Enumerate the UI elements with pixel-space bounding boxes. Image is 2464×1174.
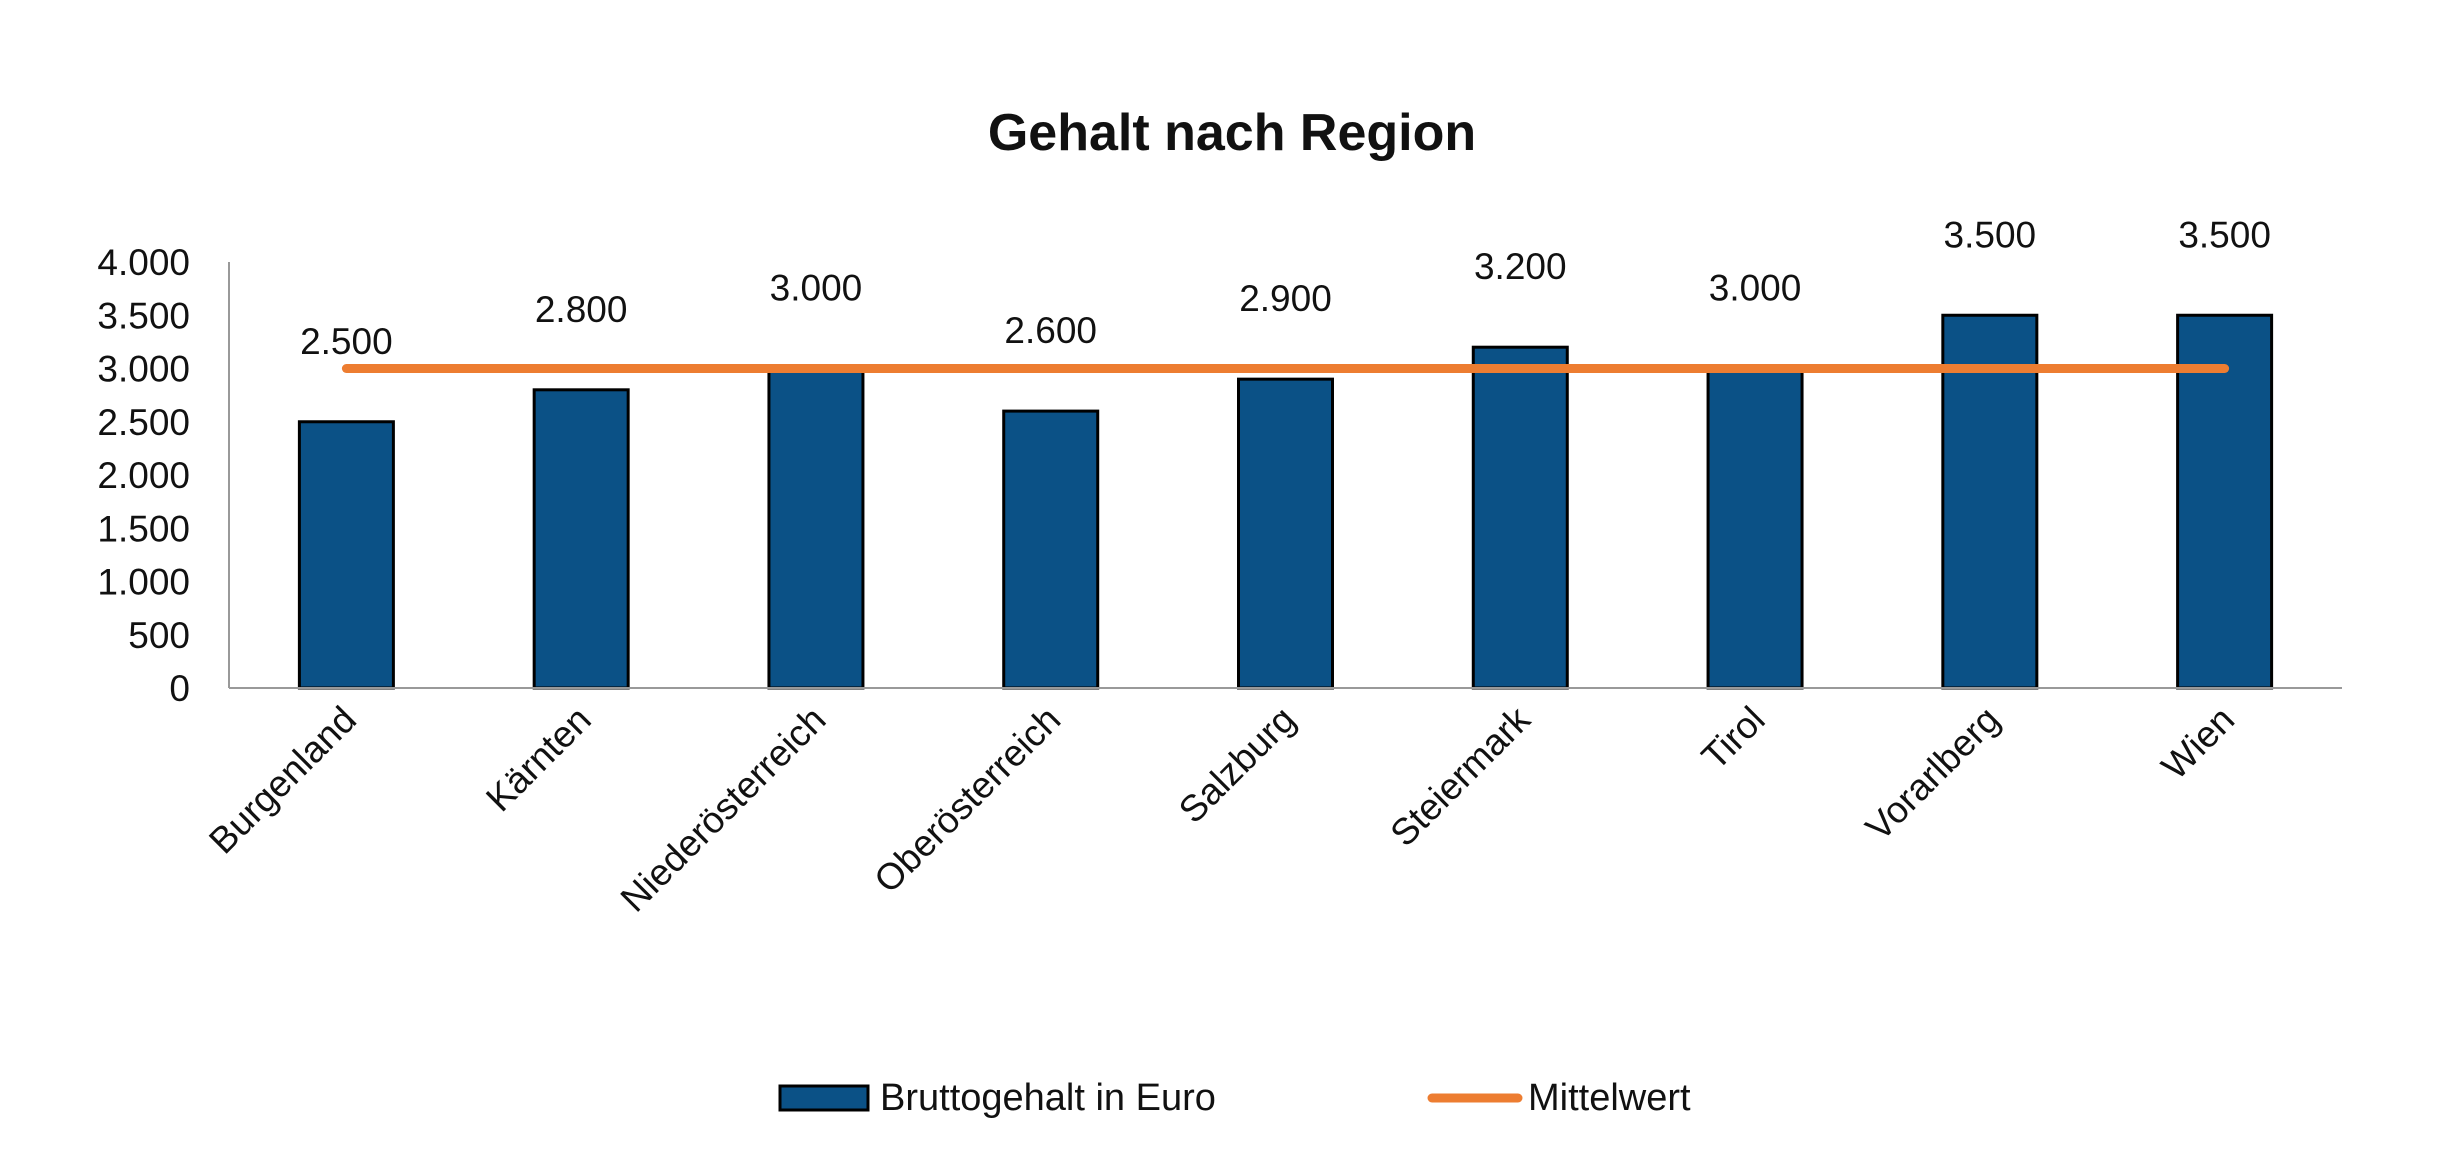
- bar: [767, 367, 865, 690]
- x-tick-label: Wien: [2154, 699, 2243, 788]
- bar: [2176, 313, 2274, 690]
- x-tick-label: Niederösterreich: [613, 699, 834, 920]
- data-label: 3.200: [1474, 246, 1567, 287]
- data-label: 3.000: [1709, 268, 1802, 309]
- bar: [1002, 409, 1100, 690]
- y-tick-label: 3.500: [97, 295, 190, 336]
- data-label: 2.500: [300, 321, 393, 362]
- data-label: 2.600: [1004, 310, 1097, 351]
- y-tick-label: 2.000: [97, 455, 190, 496]
- bar: [1237, 377, 1334, 690]
- y-tick-label: 3.000: [97, 349, 190, 390]
- data-label: 3.000: [770, 268, 863, 309]
- x-tick-label: Tirol: [1694, 699, 1773, 778]
- x-tick-label: Kärnten: [478, 699, 599, 820]
- y-tick-label: 1.500: [97, 508, 190, 549]
- x-tick-label: Oberösterreich: [866, 699, 1068, 901]
- bar: [1471, 345, 1569, 690]
- data-label: 3.500: [2178, 214, 2271, 255]
- y-tick-label: 2.500: [97, 402, 190, 443]
- data-label: 2.800: [535, 289, 628, 330]
- bar: [1706, 367, 1804, 690]
- data-label: 3.500: [1944, 214, 2037, 255]
- y-tick-label: 1.000: [97, 562, 190, 603]
- bar: [297, 420, 395, 690]
- chart-title: Gehalt nach Region: [988, 104, 1476, 162]
- x-tick-label: Salzburg: [1171, 699, 1303, 831]
- legend-label-bar: Bruttogehalt in Euro: [880, 1077, 1216, 1119]
- legend-swatch-bar: [778, 1084, 870, 1112]
- bar: [532, 388, 630, 690]
- y-tick-label: 0: [169, 668, 190, 709]
- y-tick-label: 500: [128, 615, 190, 656]
- legend: Bruttogehalt in Euro Mittelwert: [778, 1077, 1691, 1119]
- x-tick-label: Burgenland: [201, 699, 364, 862]
- x-tick-label: Vorarlberg: [1858, 699, 2008, 849]
- y-tick-label: 4.000: [97, 242, 190, 283]
- x-tick-label: Steiermark: [1382, 698, 1538, 854]
- legend-label-line: Mittelwert: [1528, 1077, 1691, 1119]
- data-label: 2.900: [1239, 278, 1332, 319]
